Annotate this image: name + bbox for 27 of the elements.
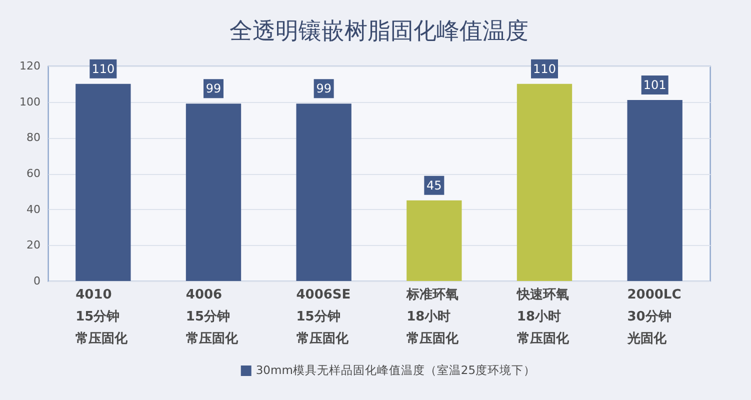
y-tick-label: 120 bbox=[20, 60, 40, 72]
bar bbox=[406, 200, 462, 281]
data-label: 110 bbox=[92, 62, 115, 76]
x-tick-label: 4006SE 15分钟常压固化 bbox=[296, 288, 351, 346]
y-tick-label: 20 bbox=[26, 238, 40, 252]
y-tick-label: 80 bbox=[26, 131, 40, 144]
chart-title: 全透明镶嵌树脂固化峰值温度 bbox=[230, 18, 528, 44]
x-tick-label: 快速环氧 18小时常压固化 bbox=[516, 288, 570, 346]
legend-label: 30mm模具无样品固化峰值温度（室温25度环境下） bbox=[256, 362, 536, 377]
data-label: 45 bbox=[426, 178, 442, 192]
x-tick-label: 4010 15分钟常压固化 bbox=[76, 288, 129, 346]
data-label: 99 bbox=[316, 82, 332, 96]
data-label: 110 bbox=[533, 62, 556, 76]
x-tick-label: 标准环氧 18小时常压固化 bbox=[406, 286, 460, 346]
y-tick-label: 0 bbox=[34, 274, 40, 288]
y-tick-label: 100 bbox=[20, 95, 40, 108]
data-label: 101 bbox=[643, 78, 666, 92]
bar bbox=[296, 104, 352, 281]
y-tick-label: 60 bbox=[26, 167, 40, 180]
data-label: 99 bbox=[206, 82, 222, 96]
x-tick-label: 4006 15分钟常压固化 bbox=[186, 288, 239, 346]
bar bbox=[516, 84, 572, 281]
y-tick-label: 40 bbox=[26, 202, 40, 216]
bar bbox=[186, 104, 242, 281]
bar bbox=[627, 100, 682, 281]
x-tick-label: 2000LC 30分钟光固化 bbox=[626, 288, 682, 346]
bar bbox=[76, 84, 131, 281]
